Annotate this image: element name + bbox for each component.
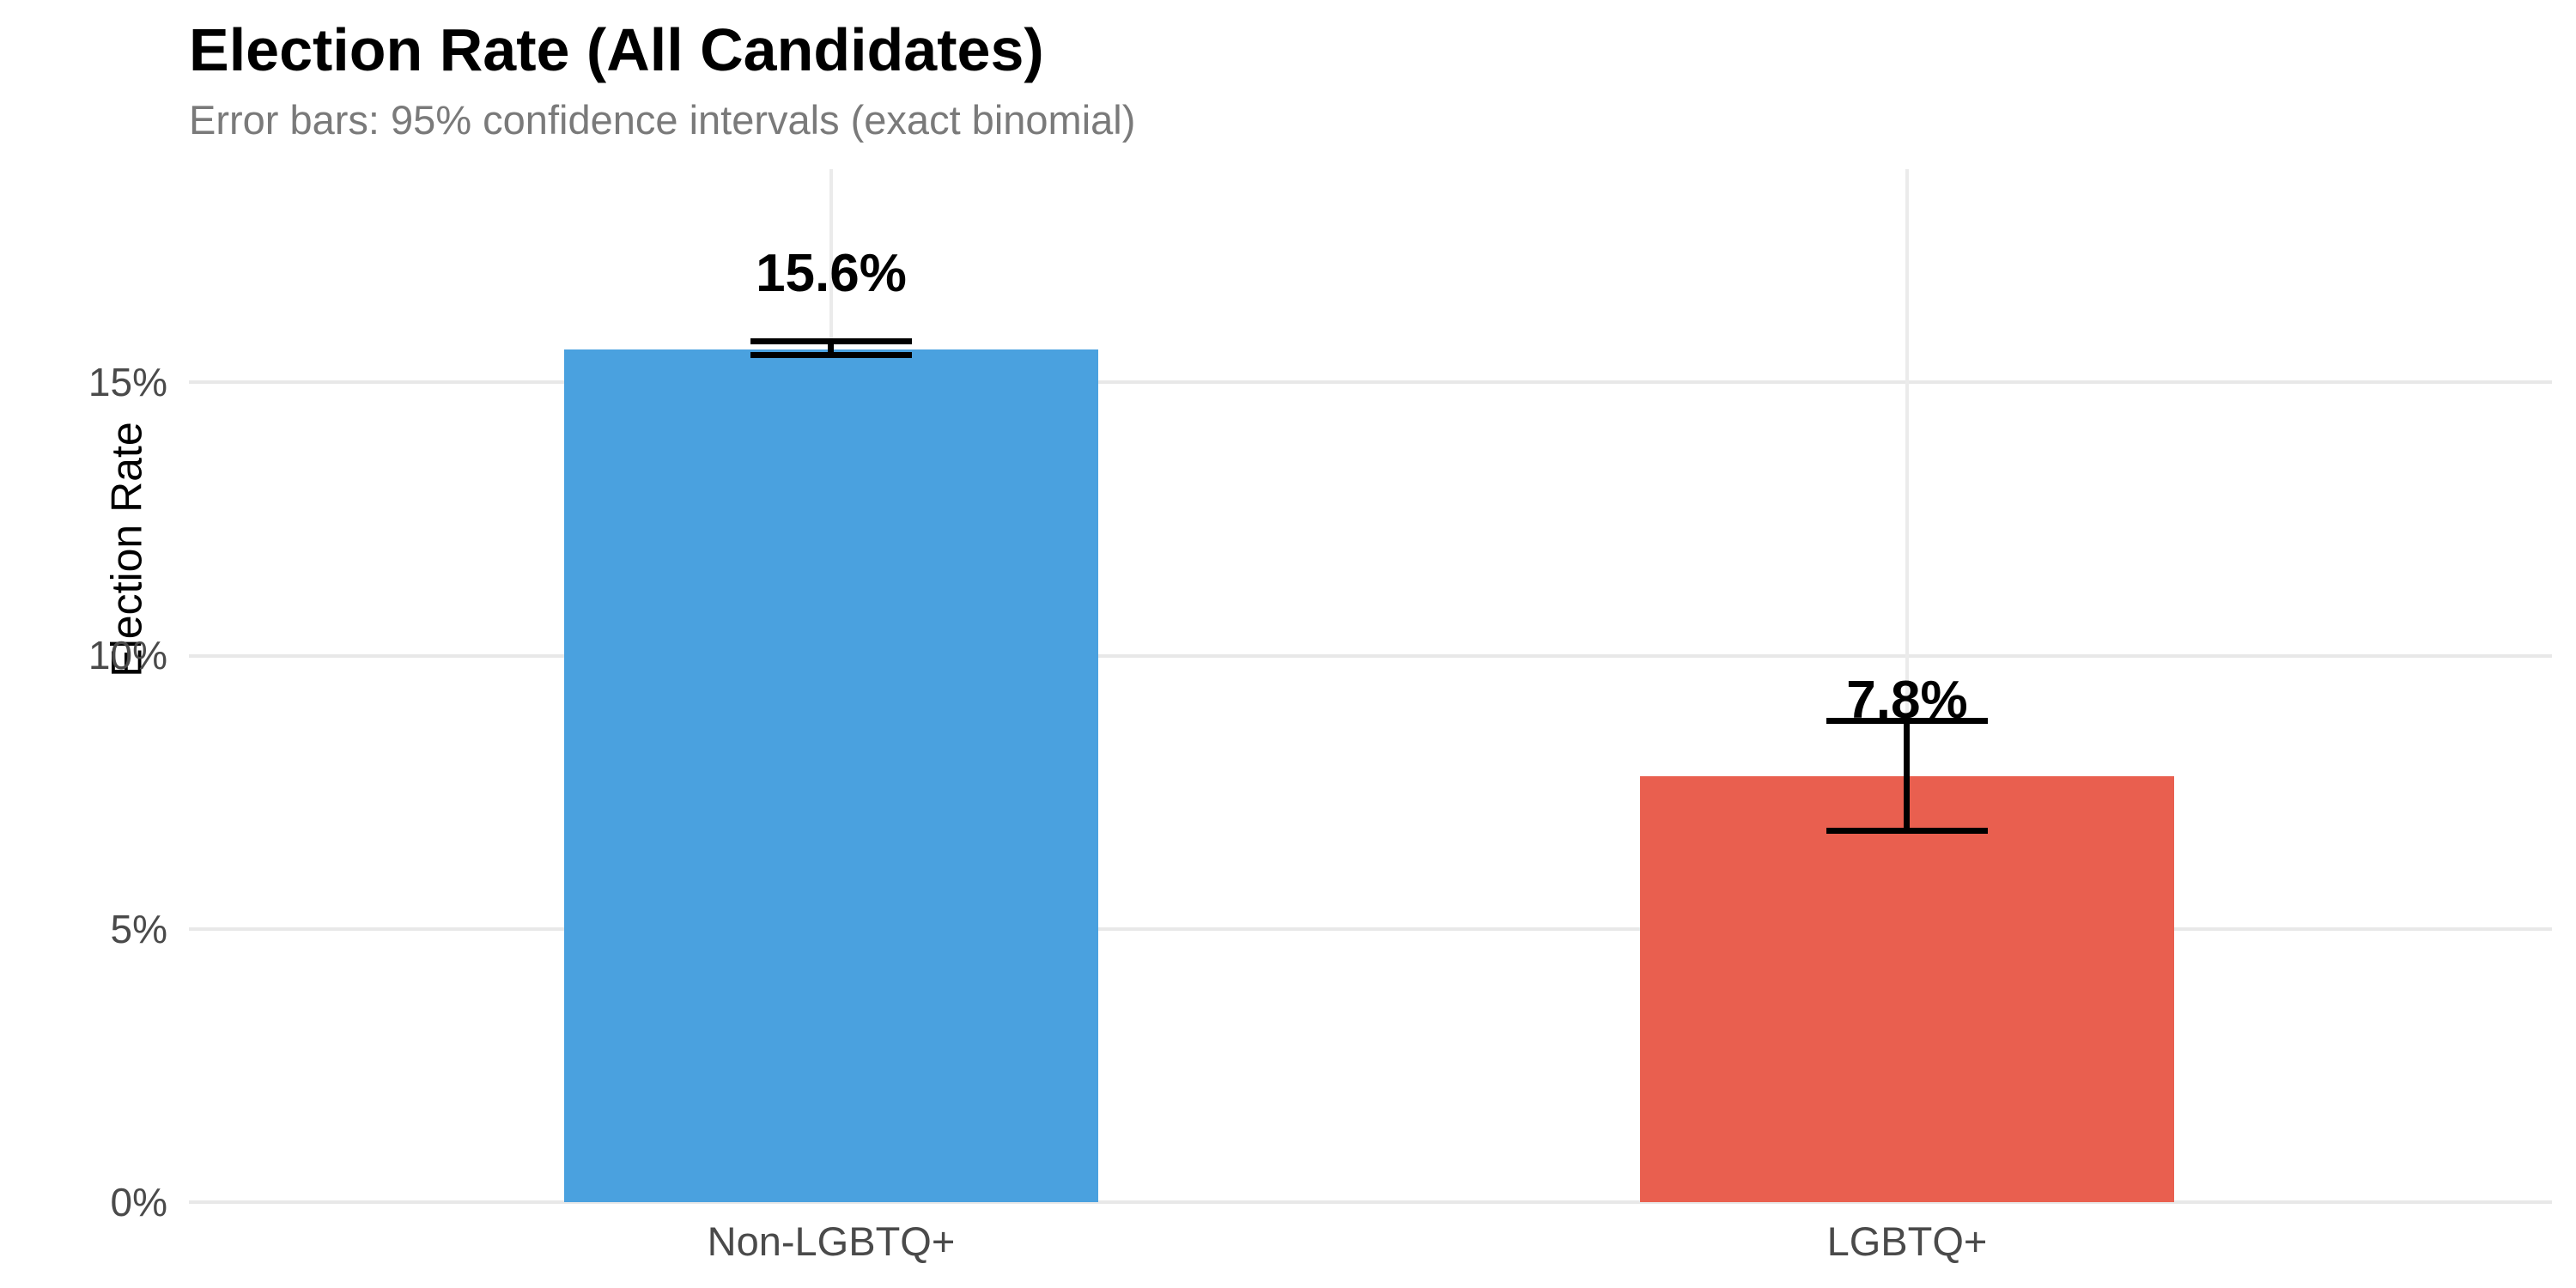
error-bar-cap [1826, 827, 1988, 834]
y-tick-label: 15% [88, 360, 167, 405]
bar-non-lgbtq- [564, 349, 1098, 1202]
y-tick-label: 10% [88, 633, 167, 678]
x-tick-label: Non-LGBTQ+ [707, 1218, 956, 1264]
x-tick-label: LGBTQ+ [1826, 1218, 1988, 1264]
bar-lgbtq- [1640, 775, 2174, 1202]
error-bar-cap [750, 338, 912, 344]
h-gridline [189, 653, 2552, 658]
y-tick-label: 0% [110, 1180, 167, 1224]
error-bar-line [828, 341, 835, 355]
error-bar-cap [750, 351, 912, 358]
value-label: 7.8% [1846, 670, 1968, 730]
chart-title: Election Rate (All Candidates) [189, 16, 1044, 83]
y-tick-label: 5% [110, 906, 167, 951]
value-label: 15.6% [756, 244, 907, 304]
v-gridline [1905, 169, 1909, 1202]
h-gridline [189, 927, 2552, 931]
h-gridline [189, 1200, 2552, 1204]
error-bar-line [1904, 720, 1911, 831]
error-bar-cap [1826, 718, 1988, 725]
h-gridline [189, 380, 2552, 385]
chart-subtitle: Error bars: 95% confidence intervals (ex… [189, 97, 1136, 143]
plot-panel: 15.6% 7.8% [189, 169, 2552, 1204]
